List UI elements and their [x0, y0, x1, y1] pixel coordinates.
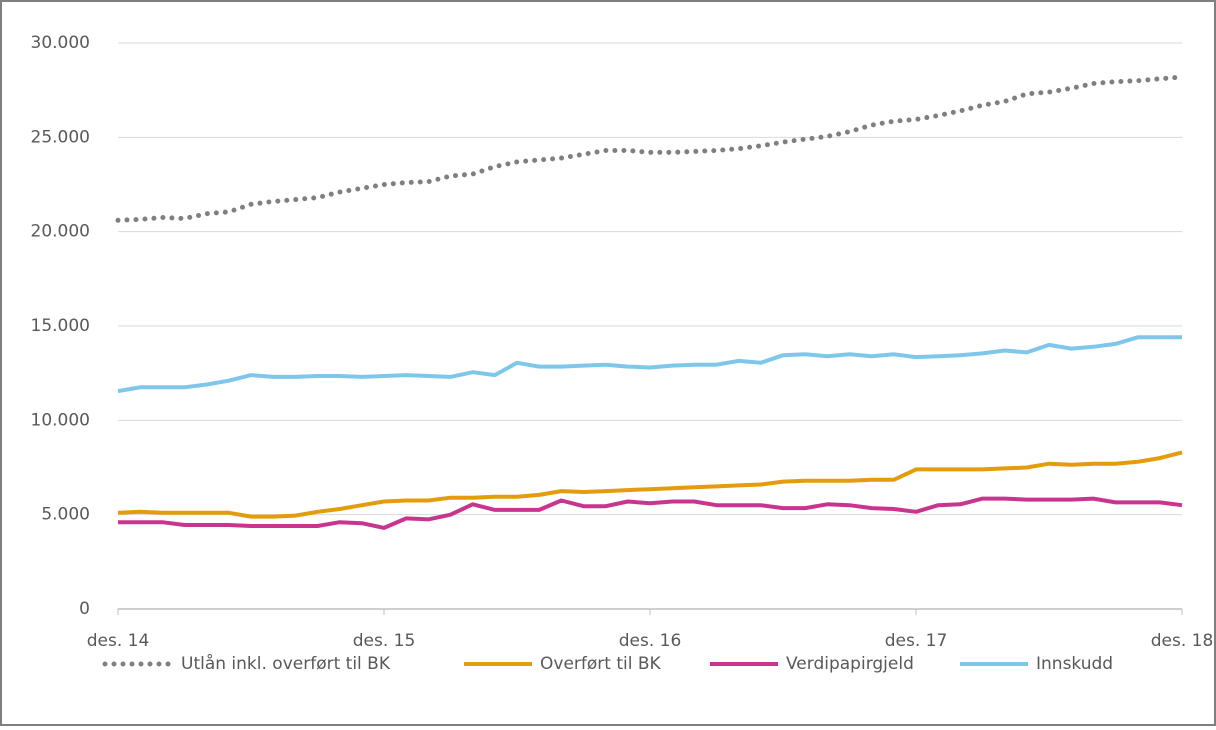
x-tick-label: des. 17 [885, 631, 948, 651]
y-tick-label: 20.000 [31, 222, 90, 242]
legend-label: Verdipapirgjeld [786, 654, 914, 674]
legend-label: Overført til BK [540, 654, 662, 674]
y-tick-label: 5.000 [41, 505, 90, 525]
series-line [115, 74, 1185, 223]
y-tick-label: 25.000 [31, 127, 90, 147]
legend-label: Innskudd [1036, 654, 1113, 674]
y-tick-label: 15.000 [31, 316, 90, 336]
y-tick-label: 0 [79, 599, 90, 619]
series-line [117, 335, 1182, 394]
y-tick-label: 10.000 [31, 410, 90, 430]
x-tick-label: des. 14 [87, 631, 150, 651]
y-tick-label: 30.000 [31, 33, 90, 53]
x-tick-label: des. 16 [619, 631, 682, 651]
x-tick-label: des. 15 [353, 631, 416, 651]
x-tick-label: des. 18 [1151, 631, 1214, 651]
series-line [118, 496, 1183, 530]
legend-label: Utlån inkl. overført til BK [181, 653, 391, 674]
series-line [117, 450, 1183, 519]
